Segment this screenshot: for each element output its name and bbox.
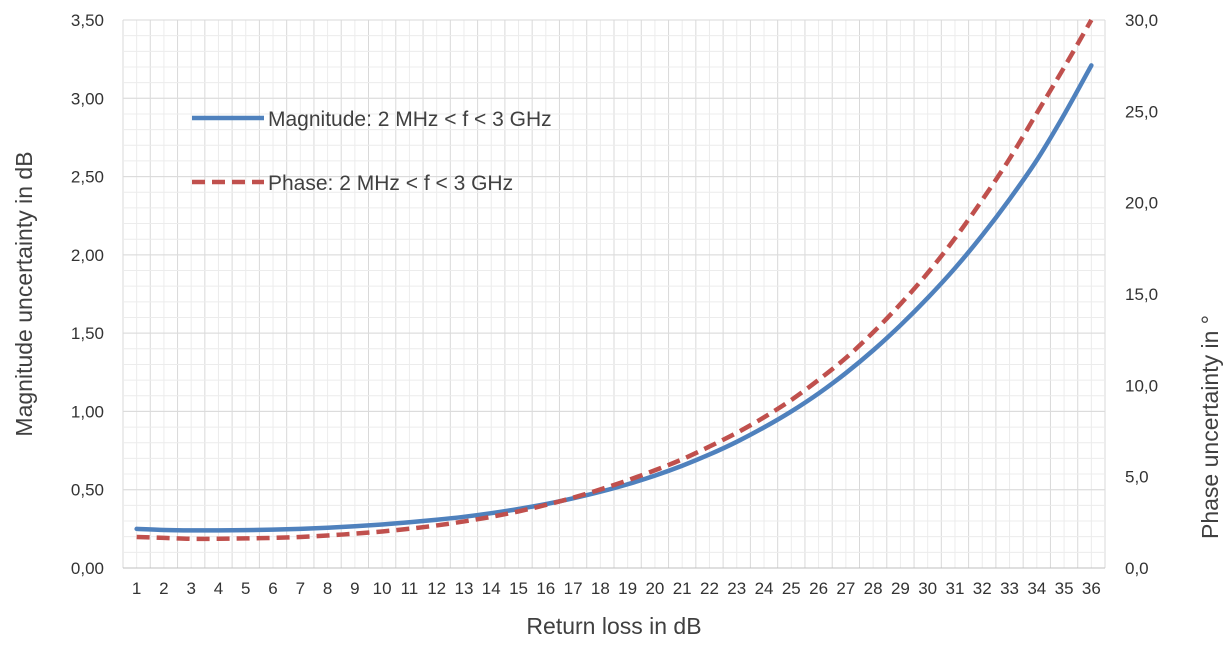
y2-tick-label: 10,0 bbox=[1125, 376, 1158, 395]
y-tick-label: 2,00 bbox=[71, 246, 104, 265]
x-tick-label: 14 bbox=[482, 579, 501, 598]
y-tick-label: 0,50 bbox=[71, 481, 104, 500]
x-tick-label: 15 bbox=[509, 579, 528, 598]
y-tick-label: 3,50 bbox=[71, 11, 104, 30]
y-tick-label: 3,00 bbox=[71, 89, 104, 108]
x-tick-label: 18 bbox=[591, 579, 610, 598]
x-tick-label: 29 bbox=[891, 579, 910, 598]
legend-label-magnitude: Magnitude: 2 MHz < f < 3 GHz bbox=[268, 108, 552, 131]
series-line-magnitude[interactable] bbox=[134, 63, 1094, 533]
x-tick-label: 23 bbox=[727, 579, 746, 598]
y2-tick-label: 25,0 bbox=[1125, 102, 1158, 121]
x-tick-label: 28 bbox=[864, 579, 883, 598]
y-tick-label: 0,00 bbox=[71, 559, 104, 578]
x-tick-label: 33 bbox=[1000, 579, 1019, 598]
x-tick-label: 10 bbox=[373, 579, 392, 598]
x-tick-label: 4 bbox=[214, 579, 223, 598]
y-axis-title: Magnitude uncertainty in dB bbox=[11, 151, 37, 436]
x-tick-label: 3 bbox=[186, 579, 195, 598]
x-tick-label: 25 bbox=[782, 579, 801, 598]
x-tick-label: 32 bbox=[973, 579, 992, 598]
legend-item-phase[interactable]: Phase: 2 MHz < f < 3 GHz bbox=[192, 172, 513, 195]
x-tick-label: 36 bbox=[1082, 579, 1101, 598]
y2-tick-label: 5,0 bbox=[1125, 468, 1149, 487]
y2-tick-label: 30,0 bbox=[1125, 11, 1158, 30]
x-tick-label: 26 bbox=[809, 579, 828, 598]
x-tick-label: 34 bbox=[1027, 579, 1046, 598]
x-tick-label: 1 bbox=[132, 579, 141, 598]
legend-label-phase: Phase: 2 MHz < f < 3 GHz bbox=[268, 172, 513, 195]
x-tick-label: 12 bbox=[427, 579, 446, 598]
x-tick-label: 30 bbox=[918, 579, 937, 598]
x-tick-label: 5 bbox=[241, 579, 250, 598]
x-tick-label: 19 bbox=[618, 579, 637, 598]
y-tick-label: 1,00 bbox=[71, 402, 104, 421]
x-tick-label: 27 bbox=[836, 579, 855, 598]
x-tick-label: 20 bbox=[645, 579, 664, 598]
y2-tick-label: 0,0 bbox=[1125, 559, 1149, 578]
tick-labels: 0,00 0,50 1,00 1,50 2,00 2,50 3,00 3,50 0,0 5,0 10… bbox=[71, 11, 1158, 598]
x-tick-label: 21 bbox=[673, 579, 692, 598]
x-tick-label: 22 bbox=[700, 579, 719, 598]
x-tick-label: 9 bbox=[350, 579, 359, 598]
y2-tick-label: 15,0 bbox=[1125, 285, 1158, 304]
x-tick-label: 16 bbox=[536, 579, 555, 598]
x-axis-title: Return loss in dB bbox=[526, 613, 701, 639]
x-tick-label: 11 bbox=[401, 579, 419, 598]
legend: Magnitude: 2 MHz < f < 3 GHz Phase: 2 MH… bbox=[192, 108, 552, 195]
y2-tick-label: 20,0 bbox=[1125, 194, 1158, 213]
series-line-phase[interactable] bbox=[136, 18, 1094, 542]
series-layer bbox=[134, 18, 1094, 542]
x-tick-label: 24 bbox=[755, 579, 774, 598]
x-tick-label: 7 bbox=[296, 579, 305, 598]
x-tick-label: 31 bbox=[946, 579, 965, 598]
x-tick-label: 35 bbox=[1055, 579, 1074, 598]
y-tick-label: 1,50 bbox=[71, 324, 104, 343]
x-tick-label: 6 bbox=[268, 579, 277, 598]
y-tick-label: 2,50 bbox=[71, 168, 104, 187]
x-tick-label: 13 bbox=[455, 579, 474, 598]
x-tick-label: 17 bbox=[564, 579, 583, 598]
legend-item-magnitude[interactable]: Magnitude: 2 MHz < f < 3 GHz bbox=[192, 108, 552, 131]
x-tick-label: 2 bbox=[159, 579, 168, 598]
major-gridlines bbox=[123, 19, 1105, 569]
x-tick-label: 8 bbox=[323, 579, 332, 598]
y2-axis-title: Phase uncertainty in ° bbox=[1197, 315, 1223, 539]
